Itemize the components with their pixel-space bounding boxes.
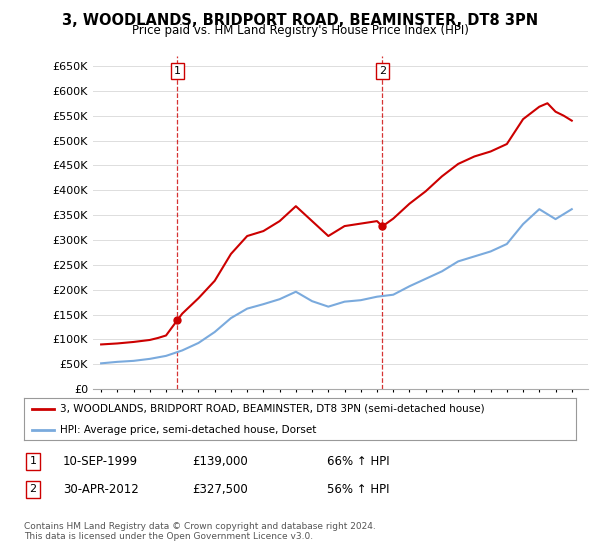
- Text: 1: 1: [174, 66, 181, 76]
- Text: 1: 1: [29, 456, 37, 466]
- Text: 3, WOODLANDS, BRIDPORT ROAD, BEAMINSTER, DT8 3PN (semi-detached house): 3, WOODLANDS, BRIDPORT ROAD, BEAMINSTER,…: [60, 404, 485, 414]
- Text: 2: 2: [379, 66, 386, 76]
- Text: 3, WOODLANDS, BRIDPORT ROAD, BEAMINSTER, DT8 3PN: 3, WOODLANDS, BRIDPORT ROAD, BEAMINSTER,…: [62, 13, 538, 28]
- Text: Price paid vs. HM Land Registry's House Price Index (HPI): Price paid vs. HM Land Registry's House …: [131, 24, 469, 36]
- Text: 66% ↑ HPI: 66% ↑ HPI: [327, 455, 389, 468]
- Text: Contains HM Land Registry data © Crown copyright and database right 2024.
This d: Contains HM Land Registry data © Crown c…: [24, 522, 376, 542]
- Text: 56% ↑ HPI: 56% ↑ HPI: [327, 483, 389, 496]
- Text: £139,000: £139,000: [192, 455, 248, 468]
- Text: £327,500: £327,500: [192, 483, 248, 496]
- Text: 30-APR-2012: 30-APR-2012: [63, 483, 139, 496]
- Text: 10-SEP-1999: 10-SEP-1999: [63, 455, 138, 468]
- Text: HPI: Average price, semi-detached house, Dorset: HPI: Average price, semi-detached house,…: [60, 425, 316, 435]
- Text: 2: 2: [29, 484, 37, 494]
